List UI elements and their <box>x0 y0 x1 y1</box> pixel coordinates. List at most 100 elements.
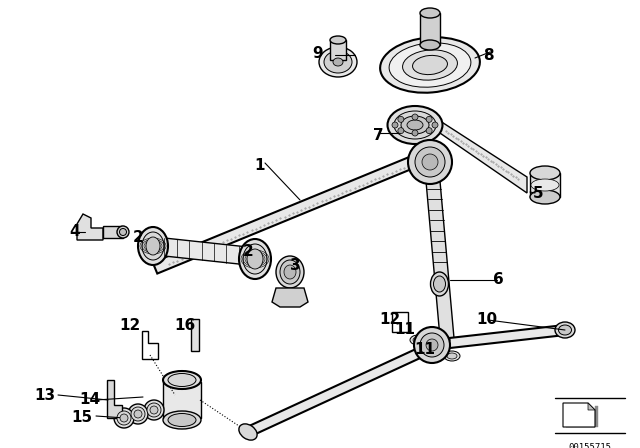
Text: 12: 12 <box>120 318 141 332</box>
Ellipse shape <box>444 351 460 361</box>
Ellipse shape <box>555 322 575 338</box>
Polygon shape <box>425 170 454 338</box>
Ellipse shape <box>447 353 457 359</box>
Ellipse shape <box>117 226 129 238</box>
Ellipse shape <box>138 227 168 265</box>
Ellipse shape <box>128 404 148 424</box>
Ellipse shape <box>433 276 445 292</box>
Text: 10: 10 <box>476 313 497 327</box>
Ellipse shape <box>420 351 436 361</box>
Text: 11: 11 <box>415 343 435 358</box>
Ellipse shape <box>403 50 458 80</box>
Ellipse shape <box>434 335 450 345</box>
Circle shape <box>412 130 418 136</box>
Polygon shape <box>155 237 248 265</box>
Ellipse shape <box>247 249 263 269</box>
Ellipse shape <box>163 371 201 389</box>
Text: 8: 8 <box>483 47 493 63</box>
Ellipse shape <box>163 411 201 429</box>
Circle shape <box>398 128 404 134</box>
Polygon shape <box>191 319 199 351</box>
Ellipse shape <box>147 403 161 417</box>
Ellipse shape <box>168 414 196 426</box>
Ellipse shape <box>423 353 433 359</box>
Ellipse shape <box>437 337 447 343</box>
Ellipse shape <box>380 37 480 93</box>
Ellipse shape <box>431 272 449 296</box>
Ellipse shape <box>142 232 164 260</box>
Circle shape <box>426 116 432 122</box>
Polygon shape <box>103 226 123 238</box>
Ellipse shape <box>559 325 572 335</box>
Polygon shape <box>437 119 527 193</box>
Ellipse shape <box>239 239 271 279</box>
Ellipse shape <box>114 408 134 428</box>
Polygon shape <box>272 288 308 307</box>
Circle shape <box>426 128 432 134</box>
Polygon shape <box>530 173 560 197</box>
Polygon shape <box>566 406 598 427</box>
Ellipse shape <box>150 406 158 414</box>
Ellipse shape <box>120 228 127 236</box>
Text: 3: 3 <box>290 258 300 272</box>
Circle shape <box>412 114 418 120</box>
Ellipse shape <box>324 51 352 73</box>
Ellipse shape <box>413 56 447 74</box>
Circle shape <box>432 122 438 128</box>
Text: 12: 12 <box>380 313 401 327</box>
Text: 13: 13 <box>35 388 56 402</box>
Ellipse shape <box>146 237 160 255</box>
Text: 16: 16 <box>174 318 196 332</box>
Text: 4: 4 <box>70 224 80 240</box>
Ellipse shape <box>276 256 304 288</box>
Ellipse shape <box>134 410 142 418</box>
Text: 15: 15 <box>72 410 93 426</box>
Polygon shape <box>153 151 428 274</box>
Polygon shape <box>177 380 187 420</box>
Text: 11: 11 <box>394 323 415 337</box>
Ellipse shape <box>131 407 145 421</box>
Text: 2: 2 <box>243 245 253 259</box>
Polygon shape <box>431 325 566 350</box>
Circle shape <box>392 122 398 128</box>
Ellipse shape <box>243 244 267 274</box>
Ellipse shape <box>531 179 559 191</box>
Text: 1: 1 <box>255 158 265 172</box>
Polygon shape <box>77 214 103 240</box>
Text: 9: 9 <box>313 46 323 60</box>
Ellipse shape <box>413 337 423 343</box>
Polygon shape <box>420 13 440 45</box>
Text: 2: 2 <box>132 231 143 246</box>
Circle shape <box>426 339 438 351</box>
Polygon shape <box>588 403 595 410</box>
Circle shape <box>398 116 404 122</box>
Ellipse shape <box>420 40 440 50</box>
Ellipse shape <box>387 106 442 144</box>
Text: 5: 5 <box>532 185 543 201</box>
Polygon shape <box>107 380 122 418</box>
Ellipse shape <box>120 414 128 422</box>
Ellipse shape <box>330 36 346 44</box>
Ellipse shape <box>284 265 296 279</box>
Text: 14: 14 <box>79 392 100 408</box>
Ellipse shape <box>530 190 560 204</box>
Ellipse shape <box>394 111 436 139</box>
Polygon shape <box>563 403 595 427</box>
Ellipse shape <box>280 260 300 284</box>
Ellipse shape <box>239 424 257 440</box>
Polygon shape <box>163 382 201 418</box>
Text: 7: 7 <box>372 128 383 142</box>
Circle shape <box>422 154 438 170</box>
Circle shape <box>420 333 444 357</box>
Ellipse shape <box>407 120 423 130</box>
Ellipse shape <box>389 43 471 87</box>
Polygon shape <box>330 40 346 60</box>
Ellipse shape <box>117 411 131 425</box>
Ellipse shape <box>401 116 429 134</box>
Text: 6: 6 <box>493 272 504 288</box>
Circle shape <box>415 147 445 177</box>
Text: 00155715: 00155715 <box>568 443 611 448</box>
Ellipse shape <box>410 335 426 345</box>
Circle shape <box>414 327 450 363</box>
Ellipse shape <box>319 47 357 77</box>
